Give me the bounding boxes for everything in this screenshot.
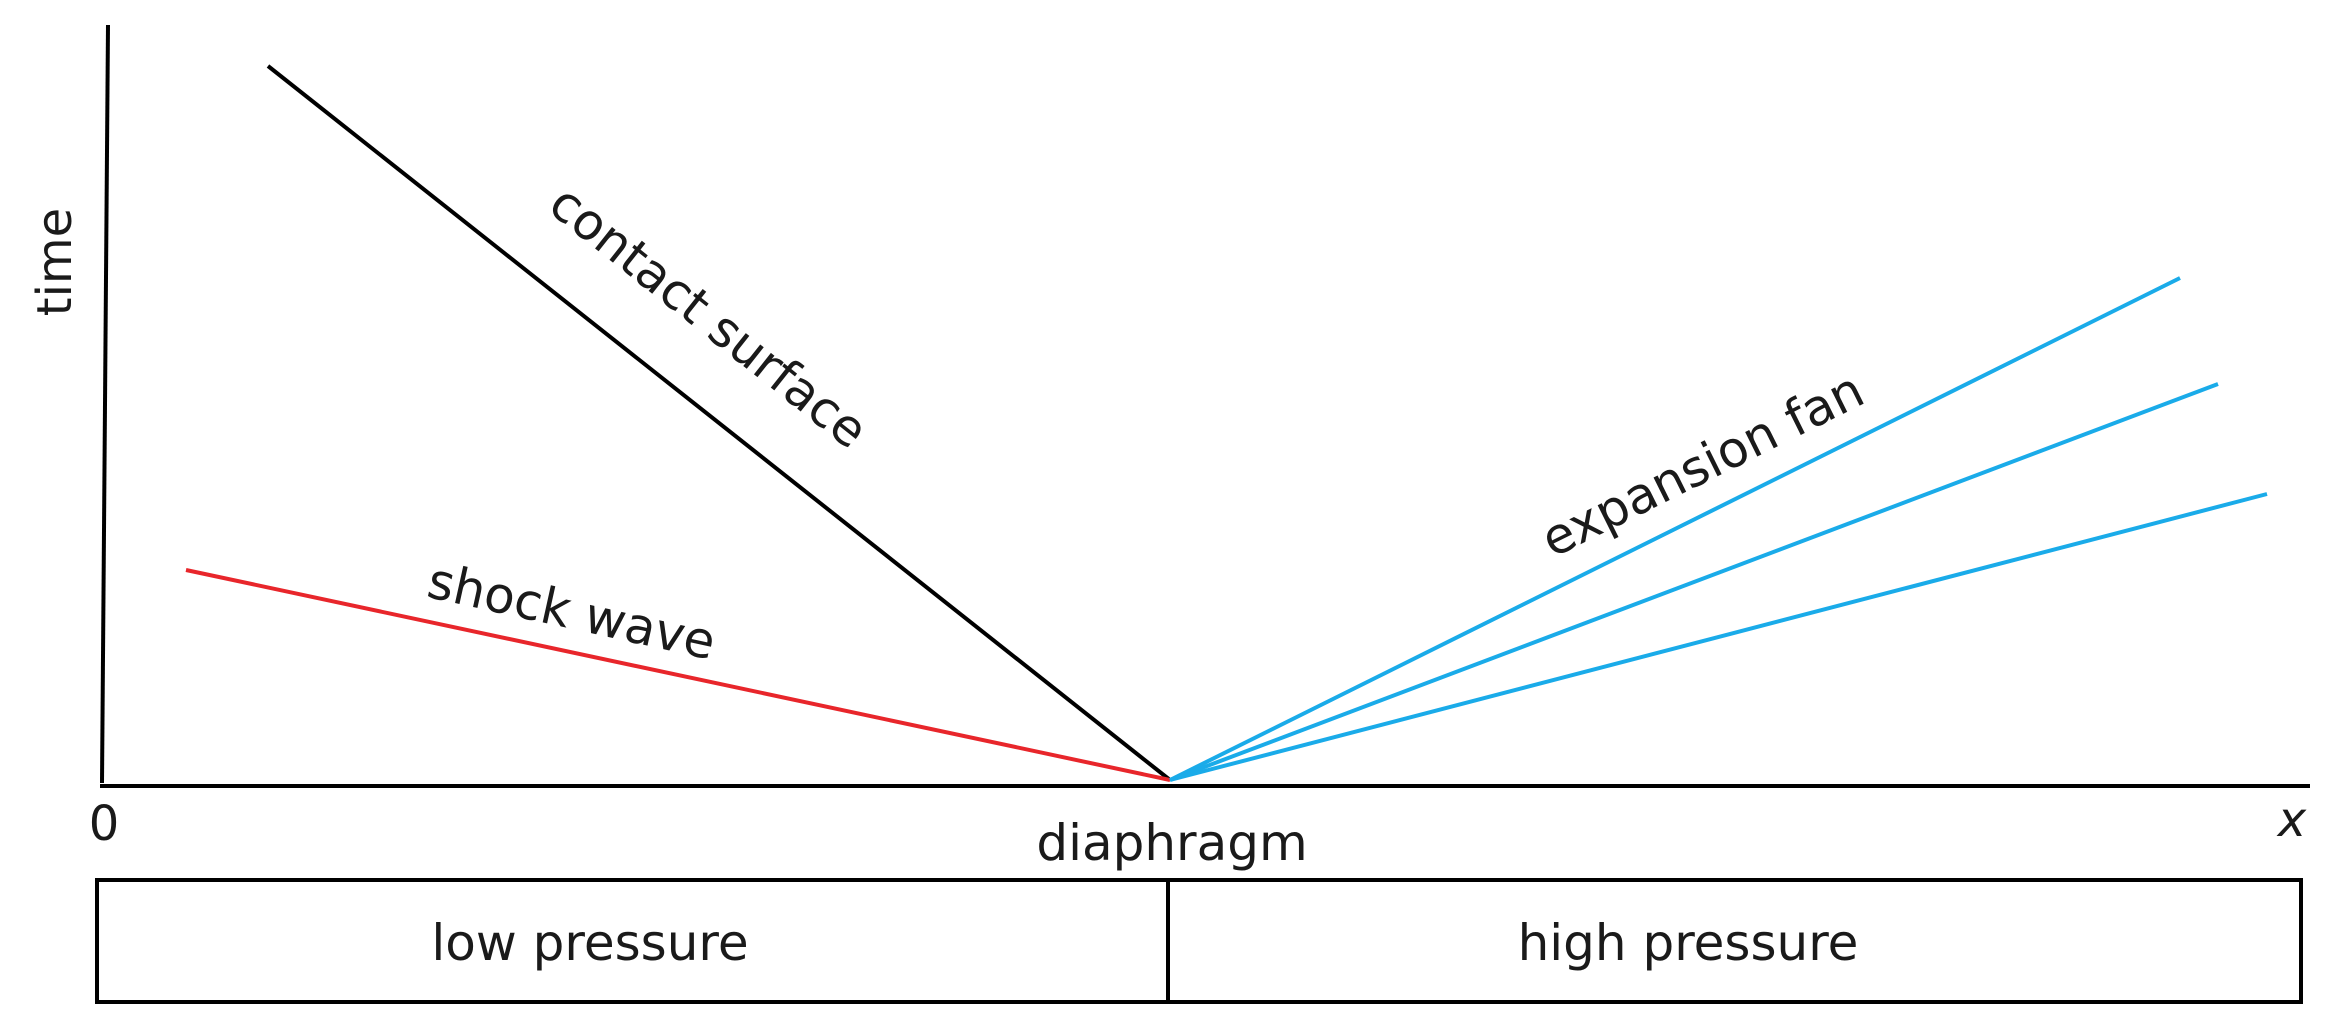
tube-box bbox=[95, 878, 2303, 1004]
expansion-fan-ray-3 bbox=[1169, 492, 2268, 782]
expansion-fan-ray-1 bbox=[1169, 276, 2181, 782]
time-axis bbox=[100, 24, 110, 784]
low-pressure-label: low pressure bbox=[431, 914, 748, 972]
high-pressure-label: high pressure bbox=[1518, 914, 1859, 972]
time-axis-label: time bbox=[27, 208, 83, 316]
shock-wave-line bbox=[185, 568, 1171, 782]
x-axis-label: x bbox=[2276, 792, 2307, 848]
origin-label: 0 bbox=[89, 796, 120, 852]
expansion-fan-ray-2 bbox=[1169, 382, 2219, 782]
contact-surface-line bbox=[266, 64, 1172, 782]
diaphragm-label: diaphragm bbox=[1036, 814, 1307, 872]
expansion-fan-label: expansion fan bbox=[1532, 361, 1873, 569]
expansion-fan-lines bbox=[1169, 276, 2268, 782]
